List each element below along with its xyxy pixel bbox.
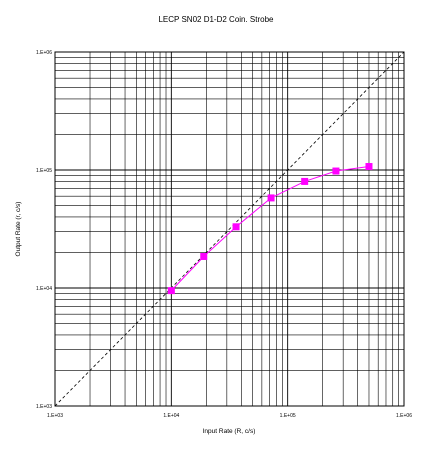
reference-line — [54, 51, 405, 407]
x-tick-label: 1.E+05 — [280, 413, 296, 419]
x-tick-labels: 1.E+03 1.E+04 1.E+05 1.E+06 — [47, 413, 412, 419]
series-group — [167, 163, 373, 295]
y-tick-label: 1.E+03 — [36, 404, 52, 410]
data-point — [365, 163, 373, 171]
x-axis-label: Input Rate (R, c/s) — [203, 428, 256, 435]
y-tick-label: 1.E+04 — [36, 286, 52, 292]
reference-line-group — [54, 51, 405, 407]
plot-frame — [54, 51, 405, 407]
x-tick-label: 1.E+06 — [396, 413, 412, 419]
data-point — [301, 177, 309, 185]
series-line — [170, 166, 370, 291]
y-tick-label: 1.E+05 — [36, 168, 52, 174]
data-point — [200, 252, 208, 260]
y-axis-label: Output Rate (r, c/s) — [15, 202, 22, 257]
x-tick-label: 1.E+04 — [163, 413, 179, 419]
y-tick-label: 1.E+06 — [36, 50, 52, 56]
data-point — [332, 167, 340, 175]
x-tick-label: 1.E+03 — [47, 413, 63, 419]
data-point — [267, 194, 275, 202]
data-point — [232, 223, 240, 231]
data-point — [167, 287, 175, 295]
chart-title: LECP SN02 D1-D2 Coin. Strobe — [158, 15, 274, 24]
y-tick-labels: 1.E+03 1.E+04 1.E+05 1.E+06 — [36, 50, 52, 410]
chart-grid — [55, 52, 404, 406]
